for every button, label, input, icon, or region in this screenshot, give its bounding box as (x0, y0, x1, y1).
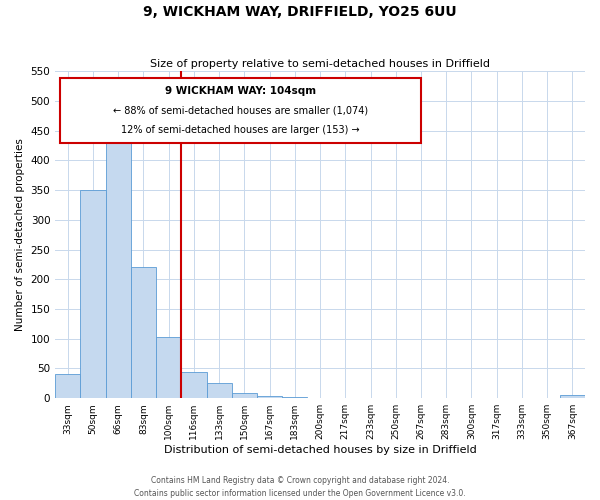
Text: 9, WICKHAM WAY, DRIFFIELD, YO25 6UU: 9, WICKHAM WAY, DRIFFIELD, YO25 6UU (143, 5, 457, 19)
Text: Contains HM Land Registry data © Crown copyright and database right 2024.
Contai: Contains HM Land Registry data © Crown c… (134, 476, 466, 498)
Bar (206, 382, 232, 398)
Bar (55, 374, 80, 398)
Bar (560, 395, 585, 398)
FancyBboxPatch shape (61, 78, 421, 143)
Bar (181, 372, 206, 398)
Text: ← 88% of semi-detached houses are smaller (1,074): ← 88% of semi-detached houses are smalle… (113, 106, 368, 116)
Bar (156, 337, 181, 398)
Bar (80, 190, 106, 398)
Bar (106, 142, 131, 398)
Bar (257, 396, 282, 398)
X-axis label: Distribution of semi-detached houses by size in Driffield: Distribution of semi-detached houses by … (164, 445, 476, 455)
Text: 9 WICKHAM WAY: 104sqm: 9 WICKHAM WAY: 104sqm (165, 86, 316, 96)
Y-axis label: Number of semi-detached properties: Number of semi-detached properties (15, 138, 25, 331)
Bar (282, 397, 307, 398)
Bar (232, 394, 257, 398)
Bar (131, 268, 156, 398)
Text: 12% of semi-detached houses are larger (153) →: 12% of semi-detached houses are larger (… (121, 125, 360, 135)
Title: Size of property relative to semi-detached houses in Driffield: Size of property relative to semi-detach… (150, 59, 490, 69)
